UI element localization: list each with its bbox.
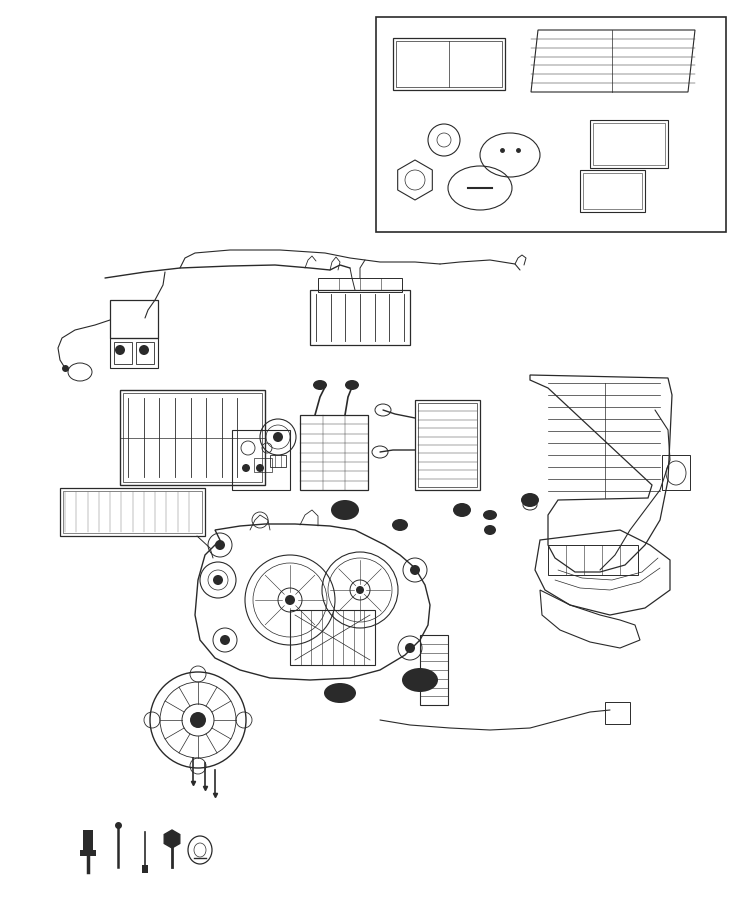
Bar xyxy=(548,545,638,575)
Ellipse shape xyxy=(220,635,230,645)
Polygon shape xyxy=(165,830,180,848)
Ellipse shape xyxy=(345,380,359,390)
Bar xyxy=(415,400,480,490)
Ellipse shape xyxy=(483,510,497,520)
Ellipse shape xyxy=(405,643,415,653)
Ellipse shape xyxy=(115,345,125,355)
Bar xyxy=(310,290,410,345)
Bar xyxy=(270,455,286,467)
Bar xyxy=(593,123,665,165)
Bar xyxy=(396,41,502,87)
Bar xyxy=(232,430,290,490)
Ellipse shape xyxy=(139,345,149,355)
Ellipse shape xyxy=(242,464,250,472)
Ellipse shape xyxy=(356,586,364,594)
Ellipse shape xyxy=(273,432,283,442)
Ellipse shape xyxy=(331,500,359,520)
Ellipse shape xyxy=(256,464,264,472)
Bar xyxy=(583,173,642,209)
Bar xyxy=(120,390,265,485)
Ellipse shape xyxy=(453,503,471,517)
Bar xyxy=(114,342,132,364)
Bar xyxy=(393,38,505,90)
Bar xyxy=(136,342,154,364)
Bar xyxy=(142,865,148,873)
Bar xyxy=(418,403,477,487)
Bar xyxy=(254,458,272,472)
Ellipse shape xyxy=(410,565,420,575)
Ellipse shape xyxy=(484,525,496,535)
Bar xyxy=(318,278,402,292)
Ellipse shape xyxy=(215,540,225,550)
Bar xyxy=(580,170,645,212)
Bar xyxy=(605,702,630,724)
Bar xyxy=(376,17,726,232)
Ellipse shape xyxy=(313,380,327,390)
Bar xyxy=(123,393,262,482)
Bar xyxy=(110,338,158,368)
Bar xyxy=(290,610,375,665)
Bar xyxy=(63,491,202,533)
Bar xyxy=(110,300,158,338)
Bar xyxy=(662,455,690,490)
Ellipse shape xyxy=(213,575,223,585)
Bar xyxy=(420,635,448,705)
Ellipse shape xyxy=(324,683,356,703)
Bar xyxy=(60,488,205,536)
Ellipse shape xyxy=(392,519,408,531)
Bar xyxy=(80,850,96,856)
Ellipse shape xyxy=(190,712,206,728)
Ellipse shape xyxy=(402,668,438,692)
Ellipse shape xyxy=(521,493,539,507)
Ellipse shape xyxy=(285,595,295,605)
Bar xyxy=(300,415,368,490)
Bar xyxy=(590,120,668,168)
Bar xyxy=(83,830,93,850)
